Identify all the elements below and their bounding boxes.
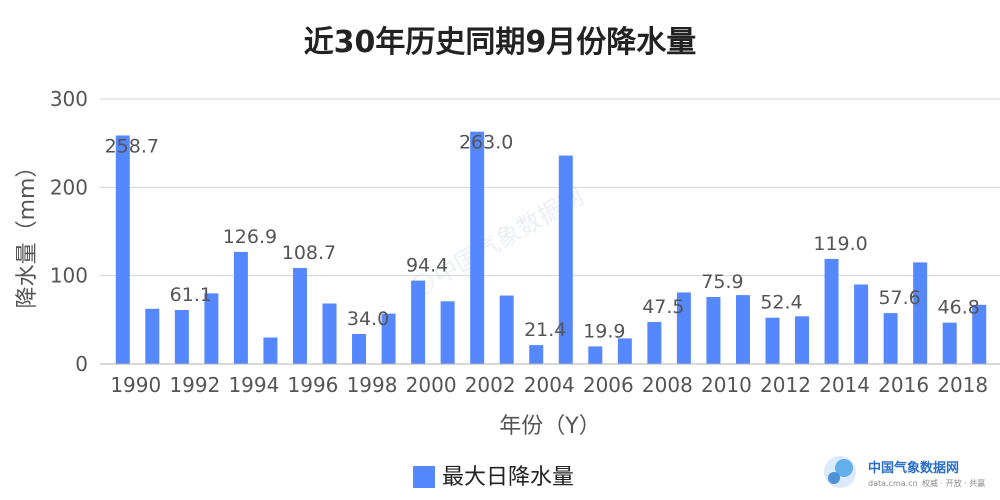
data-label-2008: 47.5 — [642, 296, 684, 318]
legend-label: 最大日降水量 — [442, 465, 574, 490]
bar-2009 — [676, 292, 691, 364]
x-tick-label-2002: 2002 — [465, 373, 516, 397]
bar-2018 — [942, 322, 957, 364]
data-label-1992: 61.1 — [170, 284, 212, 306]
y-tick-label: 300 — [50, 87, 88, 111]
bar-2004 — [529, 345, 544, 364]
bar-1990 — [115, 135, 130, 364]
bar-series — [115, 131, 987, 364]
bar-2010 — [706, 296, 721, 364]
bar-2003 — [499, 295, 514, 364]
bar-1999 — [381, 313, 396, 364]
gridlines — [100, 98, 1000, 277]
x-axis-ticks: 1990 1992 1994 1996 1998 2000 2002 2004 2006 2008… — [110, 373, 988, 397]
brand-logo: 中国气象数据网 data.cma.cn 权威 · 开放 · 共赢 — [824, 456, 985, 488]
data-label-1994: 126.9 — [223, 226, 277, 248]
x-tick-label-2008: 2008 — [642, 373, 693, 397]
bar-1991 — [145, 308, 160, 364]
x-tick-label-2012: 2012 — [760, 373, 811, 397]
bar-2011 — [735, 295, 750, 364]
legend: 最大日降水量 — [413, 465, 574, 490]
bar-2015 — [854, 284, 869, 364]
bar-1996 — [292, 267, 307, 364]
brand-name: 中国气象数据网 — [868, 460, 959, 476]
bar-2019 — [972, 304, 987, 364]
bar-2012 — [765, 317, 780, 364]
x-tick-label-1990: 1990 — [110, 373, 161, 397]
bar-2007 — [617, 338, 632, 364]
x-tick-label-1994: 1994 — [228, 373, 279, 397]
data-label-2018: 46.8 — [938, 297, 980, 319]
bar-1997 — [322, 303, 337, 364]
bar-1993 — [204, 293, 219, 364]
bar-2016 — [883, 313, 898, 364]
data-label-1990: 258.7 — [105, 135, 159, 157]
bar-2001 — [440, 301, 455, 364]
bar-2017 — [913, 262, 928, 364]
x-tick-label-1998: 1998 — [347, 373, 398, 397]
x-tick-label-2018: 2018 — [937, 373, 988, 397]
data-label-2010: 75.9 — [701, 271, 743, 293]
data-label-2000: 94.4 — [406, 255, 448, 277]
x-axis-title: 年份（Y） — [499, 414, 600, 439]
x-tick-label-2010: 2010 — [701, 373, 752, 397]
data-label-2016: 57.6 — [878, 287, 920, 309]
bar-1998 — [352, 333, 367, 364]
legend-swatch — [413, 466, 435, 488]
y-axis-title: 降水量（mm） — [15, 156, 40, 309]
bar-2013 — [795, 316, 810, 364]
bar-2005 — [558, 155, 573, 364]
bar-2008 — [647, 322, 662, 364]
bar-1994 — [233, 251, 248, 364]
x-tick-label-2006: 2006 — [583, 373, 634, 397]
y-tick-label: 100 — [50, 264, 88, 288]
bar-2000 — [411, 280, 426, 364]
data-label-2012: 52.4 — [760, 292, 802, 314]
bar-2006 — [588, 346, 603, 364]
x-tick-label-2000: 2000 — [406, 373, 457, 397]
data-label-2006: 19.9 — [583, 320, 625, 342]
brand-tagline: 权威 · 开放 · 共赢 — [922, 478, 985, 488]
x-tick-label-1992: 1992 — [169, 373, 220, 397]
y-tick-label: 0 — [75, 352, 88, 376]
bar-1992 — [174, 310, 189, 364]
y-tick-label: 200 — [50, 175, 88, 199]
data-label-2014: 119.0 — [813, 233, 867, 255]
bar-1995 — [263, 337, 278, 364]
bar-2014 — [824, 258, 839, 364]
brand-url: data.cma.cn — [868, 479, 918, 488]
data-label-2004: 21.4 — [524, 319, 566, 341]
x-tick-label-2016: 2016 — [878, 373, 929, 397]
data-label-1996: 108.7 — [282, 242, 336, 264]
y-axis-ticks: 0 100 200 300 — [50, 87, 88, 376]
bar-2002 — [470, 131, 485, 364]
x-tick-label-2004: 2004 — [524, 373, 575, 397]
data-label-1998: 34.0 — [347, 308, 389, 330]
x-tick-label-1996: 1996 — [288, 373, 339, 397]
data-label-2002: 263.0 — [459, 132, 513, 154]
x-tick-label-2014: 2014 — [819, 373, 870, 397]
chart-title: 近30年历史同期9月份降水量 — [304, 25, 697, 60]
